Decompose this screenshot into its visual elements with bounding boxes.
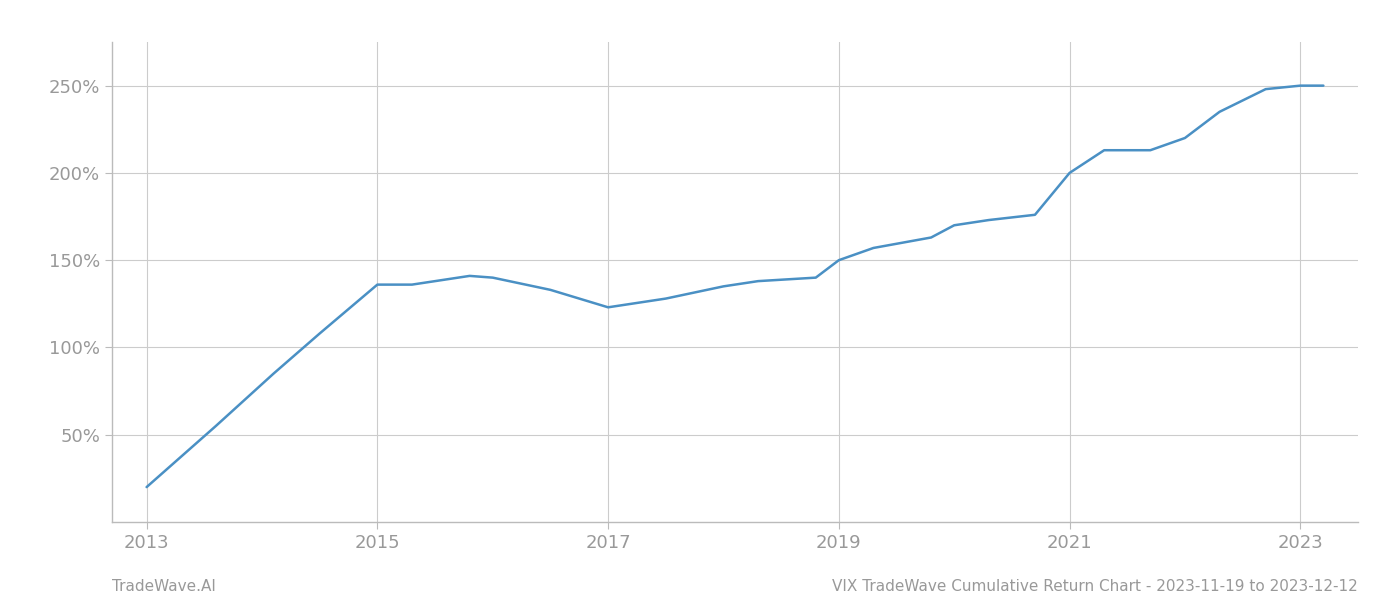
Text: VIX TradeWave Cumulative Return Chart - 2023-11-19 to 2023-12-12: VIX TradeWave Cumulative Return Chart - … [832,579,1358,594]
Text: TradeWave.AI: TradeWave.AI [112,579,216,594]
